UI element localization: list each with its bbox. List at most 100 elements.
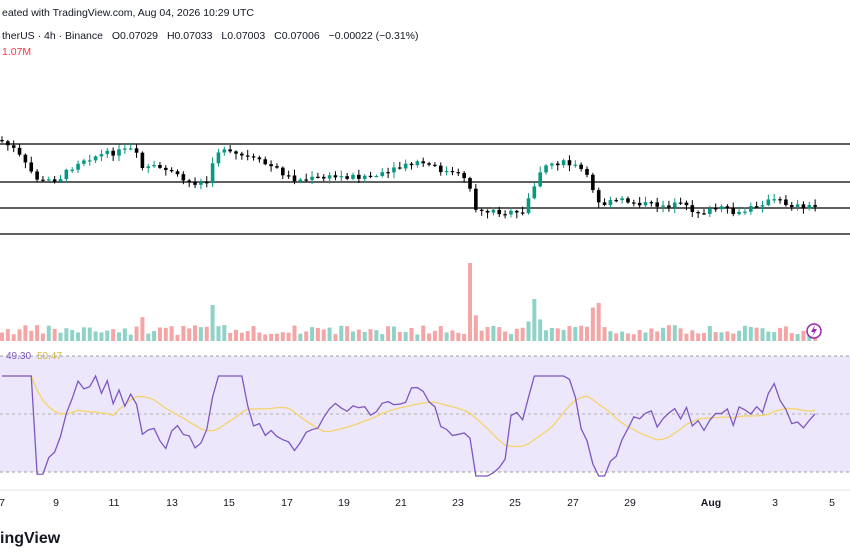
candle-body [433,164,437,166]
volume-bar [333,334,338,341]
volume-bar [239,332,244,341]
volume-bar [596,302,601,341]
candle-body [41,179,45,181]
candle-body [573,164,578,166]
candle-body [240,153,244,156]
symbol-info: therUS · 4h · Binance [2,30,103,42]
volume-value: 1.07M [2,46,31,58]
volume-bar [351,331,355,341]
low-value: L0.07003 [221,30,265,42]
candle-body [269,164,273,167]
volume-bar [783,326,788,341]
volume-bar [58,332,63,341]
volume-bar [175,334,180,341]
volume-bar [497,327,502,341]
volume-bar [561,329,566,341]
candles [0,136,817,219]
volume-bar [87,327,92,341]
candle-body [99,154,104,157]
volume-bar [298,333,303,341]
candle-body [550,163,554,166]
candle-body [760,205,765,207]
candle-body [427,163,431,165]
volume-bar [590,307,595,341]
close-value: C0.07006 [274,30,320,42]
candle-body [602,202,607,205]
volume-bar [672,325,677,341]
volume-bar [234,329,238,341]
volume-bar [251,326,256,341]
time-label: 5 [829,497,835,509]
volume-bar [146,333,151,341]
volume-bar [567,326,572,341]
candle-body [632,202,636,204]
lightning-icon[interactable] [806,323,822,339]
candle-body [772,199,776,201]
candle-body [187,180,191,182]
volume-bar [555,328,560,341]
volume-bar [76,332,81,341]
volume-bar [105,330,110,341]
volume-bar [40,333,45,341]
volume-bar [228,332,233,341]
candle-body [52,179,57,182]
candle-body [123,148,127,150]
candle-body [538,172,542,187]
volume-bar [397,331,402,341]
volume-bar [795,334,800,341]
candle-body [749,206,753,212]
candle-body [555,163,560,166]
candle-body [251,156,256,158]
candle-body [807,205,812,209]
volume-bar [46,325,51,341]
volume-bar [655,331,660,341]
volume-bar [52,328,57,341]
volume-bar [274,333,279,341]
volume-bar [473,315,478,341]
candle-body [286,175,291,177]
volume-bar [585,326,589,341]
volume-bar [520,327,525,341]
volume-bar [608,331,613,341]
rsi-ma-label: 50.47 [37,351,62,362]
candle-body [257,157,262,160]
candle-body [456,172,461,174]
candle-body [509,210,513,215]
candle-body [152,165,156,167]
candle-body [6,141,10,146]
candle-body [333,175,338,178]
candle-body [245,155,250,157]
candle-body [175,171,180,175]
volume-bar [81,327,86,341]
candle-body [35,171,39,180]
volume-bar [415,334,420,341]
volume-bar [742,325,747,341]
volume-bar [169,326,174,341]
volume-bar [93,331,98,341]
candle-body [503,214,507,216]
volume-bar [772,332,777,341]
candle-body [789,205,794,207]
volume-bar [485,327,490,341]
volume-bar [362,331,367,341]
volume-bar [450,330,455,341]
candle-body [655,202,659,207]
candle-body [351,174,355,179]
candle-body [649,202,654,204]
volume-bar [356,329,361,341]
candle-body [199,182,203,185]
volume-bar [532,299,537,341]
candle-body [29,162,34,172]
candle-body [146,166,151,168]
candle-body [0,140,4,142]
candle-body [731,207,736,215]
volume-bar [737,330,742,341]
candle-body [672,202,677,208]
candle-body [222,149,227,153]
candle-body [234,151,238,154]
candle-body [579,164,583,169]
volume-bar [269,333,274,341]
candle-body [316,176,320,178]
candle-body [661,205,665,207]
candle-body [321,176,326,179]
